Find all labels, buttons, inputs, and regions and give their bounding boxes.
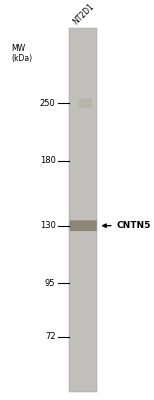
Text: 180: 180 xyxy=(40,156,55,165)
Text: CNTN5: CNTN5 xyxy=(117,221,151,230)
FancyBboxPatch shape xyxy=(69,28,97,392)
FancyBboxPatch shape xyxy=(79,98,92,108)
Text: 95: 95 xyxy=(45,279,55,288)
FancyBboxPatch shape xyxy=(70,220,97,231)
Text: 72: 72 xyxy=(45,332,55,341)
Text: MW
(kDa): MW (kDa) xyxy=(11,44,32,63)
Text: 250: 250 xyxy=(40,98,55,108)
Text: NT2D1: NT2D1 xyxy=(71,2,95,26)
Text: 130: 130 xyxy=(40,221,55,230)
